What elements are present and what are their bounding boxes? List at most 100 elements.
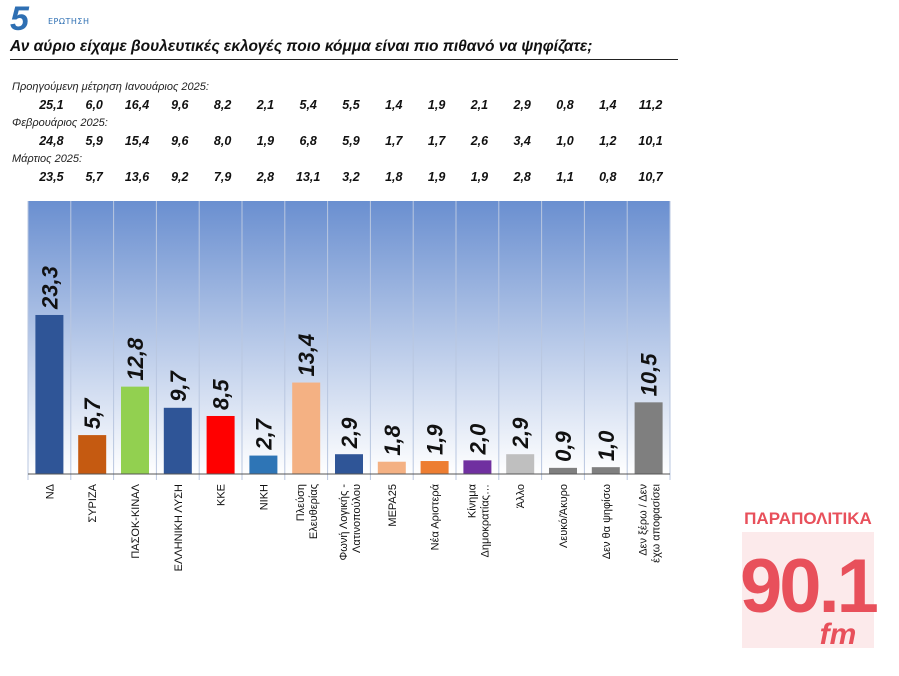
value-label: 1,8 <box>380 424 405 455</box>
bar <box>377 461 406 474</box>
prev-value: 6,8 <box>299 134 317 148</box>
gridlines <box>27 201 671 480</box>
category-label-line: Κίνημα <box>466 483 478 518</box>
category-label-line: Δεν θα ψηφίσω <box>601 484 613 560</box>
prev-value: 1,4 <box>385 98 403 112</box>
bar <box>163 407 192 474</box>
category-labels-group: ΝΔ ΣΥΡΙΖΑ ΠΑΣΟΚ-ΚΙΝΑΛ ΕΛΛΗΝΙΚΗ ΛΥΣΗ ΚΚΕ ΝΙΚΗ Π… <box>44 483 662 571</box>
prev-value: 0,8 <box>599 170 617 184</box>
category-label-line: έχω αποφασίσει <box>651 483 663 562</box>
bar <box>420 461 449 474</box>
value-label: 2,9 <box>337 417 362 449</box>
category-label-line: Λευκό/Άκυρο <box>558 484 570 548</box>
prev-value: 1,0 <box>556 134 574 148</box>
bar <box>506 454 535 474</box>
prev-value: 23,5 <box>39 170 64 184</box>
prev-value: 1,9 <box>427 170 446 184</box>
value-label: 23,3 <box>37 266 62 310</box>
prev-value: 8,2 <box>213 98 232 112</box>
prev-value: 1,4 <box>599 98 617 112</box>
prev-value: 1,9 <box>256 134 275 148</box>
category-label-line: Νέα Αριστερά <box>430 483 442 550</box>
category-label-line: ΜΕΡΑ25 <box>387 484 399 527</box>
category-label-line: Φωνή Λογικής - <box>338 484 350 561</box>
category-label: ΕΛΛΗΝΙΚΗ ΛΥΣΗ <box>173 484 185 571</box>
prev-value: 16,4 <box>124 98 150 112</box>
prev-row-january: 25,1 6,0 16,4 9,6 8,2 2,1 5,4 5,5 1,4 1,9 2,1 2,9 0,… <box>0 98 690 112</box>
category-label: ΝΙΚΗ <box>258 484 270 510</box>
radio-logo: ΠΑΡΑΠΟΛΙΤΙΚΑ 90.1 fm <box>740 509 878 651</box>
question-number: 5 <box>10 0 29 38</box>
category-label: Νέα Αριστερά <box>430 483 442 550</box>
category-label-line: Πλεύση <box>295 484 307 521</box>
logo-top-text: ΠΑΡΑΠΟΛΙΤΙΚΑ <box>744 509 872 528</box>
category-label: Λευκό/Άκυρο <box>558 484 570 548</box>
bar <box>549 467 577 474</box>
prev-value: 5,9 <box>342 134 360 148</box>
prev-value: 1,7 <box>385 134 403 148</box>
value-label: 1,9 <box>423 424 448 455</box>
prev-label-march: Μάρτιος 2025: <box>12 153 83 165</box>
bar <box>206 415 235 474</box>
prev-value: 2,8 <box>256 170 275 184</box>
bar <box>78 435 107 474</box>
category-label-line: ΠΑΣΟΚ-ΚΙΝΑΛ <box>130 483 142 558</box>
bar <box>292 382 321 474</box>
category-label-line: ΣΥΡΙΖΑ <box>87 483 99 522</box>
value-labels-group: 23,3 5,7 12,8 9,7 8,5 2,7 13,4 2,9 1,8 1,9 2,0 2,9 0… <box>37 266 661 462</box>
category-label: Άλλο <box>515 484 527 508</box>
prev-value: 13,6 <box>124 170 150 184</box>
prev-value: 2,1 <box>470 98 489 112</box>
prev-label-february: Φεβρουάριος 2025: <box>12 117 108 129</box>
prev-value: 2,1 <box>256 98 275 112</box>
prev-value: 3,2 <box>342 170 360 184</box>
prev-value: 5,9 <box>85 134 103 148</box>
prev-value: 5,5 <box>342 98 360 112</box>
prev-value: 9,2 <box>171 170 189 184</box>
prev-value: 5,4 <box>299 98 317 112</box>
prev-value: 25,1 <box>39 98 64 112</box>
category-label: ΠλεύσηΕλευθερίας <box>295 484 320 539</box>
category-label-line: Άλλο <box>515 484 527 508</box>
category-label: Δεν θα ψηφίσω <box>601 484 613 560</box>
prev-value: 5,7 <box>85 170 103 184</box>
category-label-line: Λατινοπούλου <box>351 484 363 553</box>
prev-value: 1,8 <box>385 170 403 184</box>
question-label: ΕΡΩΤΗΣΗ <box>48 17 90 26</box>
prev-value: 13,1 <box>296 170 321 184</box>
prev-row-march: 23,5 5,7 13,6 9,2 7,9 2,8 13,1 3,2 1,8 1,9 1,9 2,8 1… <box>0 170 690 184</box>
prev-value: 6,0 <box>85 98 103 112</box>
prev-value: 9,6 <box>171 134 189 148</box>
prev-value: 15,4 <box>124 134 150 148</box>
prev-value: 1,9 <box>470 170 489 184</box>
category-label-line: Ελευθερίας <box>308 484 320 539</box>
prev-value: 9,6 <box>171 98 189 112</box>
bar <box>335 454 363 474</box>
category-label-line: Δημοκρατίας… <box>479 484 491 558</box>
prev-value: 10,1 <box>638 134 663 148</box>
bar <box>634 402 663 474</box>
value-label: 0,9 <box>551 431 576 462</box>
value-label: 2,7 <box>251 417 276 450</box>
bars-group <box>35 314 663 474</box>
prev-value: 24,8 <box>39 134 64 148</box>
prev-value: 2,8 <box>513 170 531 184</box>
category-label: ΝΔ <box>44 483 56 499</box>
category-label: ΠΑΣΟΚ-ΚΙΝΑΛ <box>130 483 142 558</box>
category-label: Δεν ξέρω / Δενέχω αποφασίσει <box>638 483 663 562</box>
prev-value: 1,1 <box>556 170 574 184</box>
bar <box>463 460 492 474</box>
category-label: ΣΥΡΙΖΑ <box>87 483 99 522</box>
logo-sub-text: fm <box>820 618 857 651</box>
prev-value: 1,2 <box>599 134 617 148</box>
bar <box>35 314 64 474</box>
value-label: 5,7 <box>80 397 105 429</box>
category-label: ΚίνημαΔημοκρατίας… <box>466 483 491 557</box>
value-label: 9,7 <box>166 369 191 401</box>
category-label-line: ΝΙΚΗ <box>258 484 270 510</box>
category-label-line: ΚΚΕ <box>216 484 228 506</box>
value-label: 1,0 <box>594 430 619 461</box>
prev-row-february: 24,8 5,9 15,4 9,6 8,0 1,9 6,8 5,9 1,7 1,7 2,6 3,4 1,… <box>0 134 690 148</box>
prev-value: 2,9 <box>513 98 531 112</box>
